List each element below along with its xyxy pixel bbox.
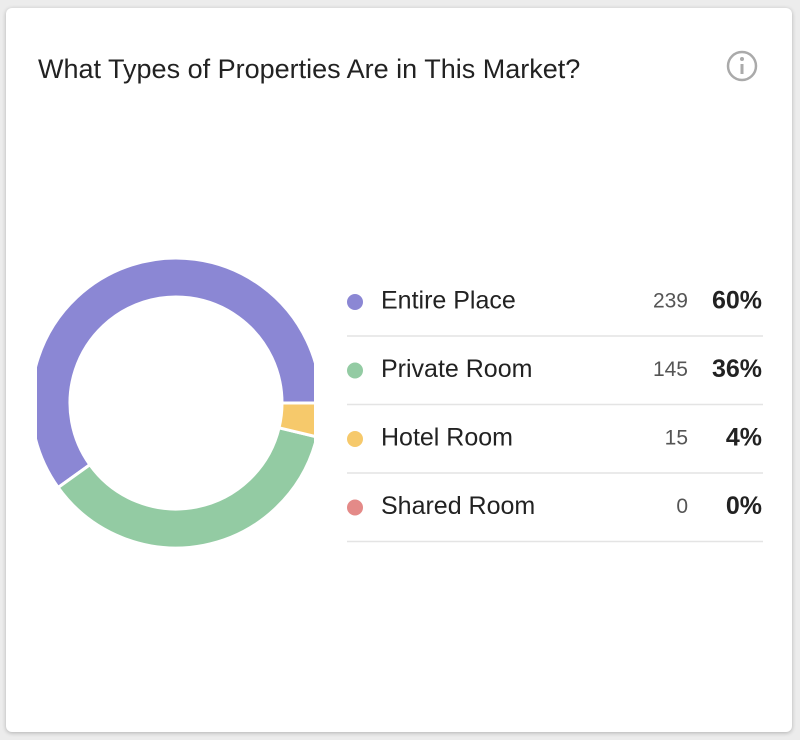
- legend: Entire Place 239 60% Private Room 145 36% Hote…: [347, 287, 763, 543]
- share-label: 60%: [712, 287, 762, 315]
- donut: [37, 256, 314, 550]
- legend-dot: [347, 294, 363, 310]
- donut-slice: [277, 401, 314, 438]
- count-label: 145: [653, 358, 688, 381]
- count-label: 239: [653, 290, 688, 313]
- legend-label: Shared Room: [381, 492, 535, 520]
- legend-dot: [347, 362, 363, 379]
- count-label: 15: [665, 427, 688, 450]
- share-label: 0%: [726, 492, 762, 520]
- donut-slice: [56, 425, 314, 550]
- legend-label: Hotel Room: [381, 424, 513, 452]
- info-icon[interactable]: [726, 50, 758, 82]
- legend-label: Private Room: [381, 355, 532, 383]
- share-label: 36%: [712, 355, 762, 383]
- donut-slice: [37, 256, 314, 490]
- legend-label: Entire Place: [381, 287, 516, 315]
- legend-dot: [347, 431, 363, 447]
- card: [6, 8, 792, 732]
- chart-title: What Types of Properties Are in This Mar…: [38, 54, 580, 84]
- share-label: 4%: [726, 424, 762, 452]
- legend-dot: [347, 499, 363, 516]
- count-label: 0: [676, 495, 688, 518]
